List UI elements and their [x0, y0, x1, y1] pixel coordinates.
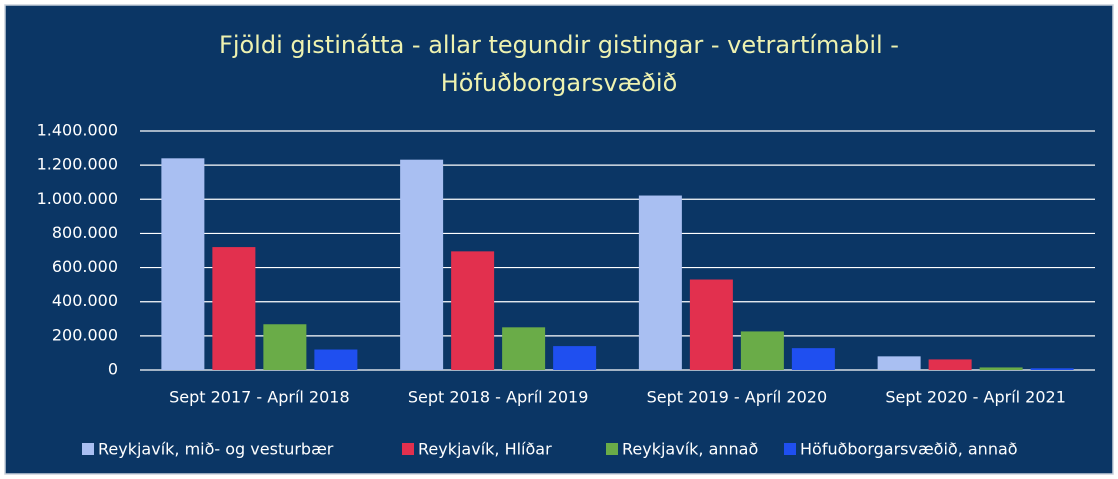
- bar: [502, 327, 546, 370]
- bar: [877, 356, 921, 370]
- bar: [553, 346, 597, 370]
- y-tick-label: 1.000.000: [37, 189, 118, 208]
- x-tick-label: Sept 2020 - Apríl 2021: [885, 388, 1066, 407]
- bar: [451, 251, 495, 370]
- legend-swatch: [784, 443, 796, 455]
- bar: [314, 349, 358, 370]
- bar: [161, 158, 205, 370]
- legend-label: Reykjavík, annað: [622, 440, 758, 459]
- x-tick-label: Sept 2017 - Apríl 2018: [169, 388, 350, 407]
- y-tick-label: 200.000: [52, 325, 118, 344]
- bar: [740, 331, 784, 370]
- y-tick-label: 0: [108, 360, 118, 379]
- bar: [1030, 368, 1074, 370]
- legend-label: Reykjavík, Hlíðar: [418, 440, 552, 459]
- legend-swatch: [606, 443, 618, 455]
- bar: [212, 247, 256, 370]
- legend-swatch: [82, 443, 94, 455]
- y-tick-label: 600.000: [52, 257, 118, 276]
- bar: [638, 195, 682, 370]
- y-tick-label: 1.400.000: [37, 121, 118, 140]
- bar: [400, 159, 444, 370]
- chart-title-line: Fjöldi gistinátta - allar tegundir gisti…: [219, 31, 899, 59]
- chart-title-line: Höfuðborgarsvæðið: [441, 69, 678, 97]
- bar: [263, 324, 307, 370]
- bar: [979, 367, 1023, 370]
- bar: [791, 348, 835, 370]
- legend-label: Reykjavík, mið- og vesturbær: [98, 440, 334, 459]
- y-tick-label: 800.000: [52, 223, 118, 242]
- legend-label: Höfuðborgarsvæðið, annað: [800, 440, 1018, 459]
- y-tick-label: 1.200.000: [37, 155, 118, 174]
- bar: [928, 359, 972, 370]
- legend-swatch: [402, 443, 414, 455]
- x-tick-label: Sept 2019 - Apríl 2020: [647, 388, 828, 407]
- x-tick-label: Sept 2018 - Apríl 2019: [408, 388, 589, 407]
- y-tick-label: 400.000: [52, 291, 118, 310]
- bar: [689, 279, 733, 370]
